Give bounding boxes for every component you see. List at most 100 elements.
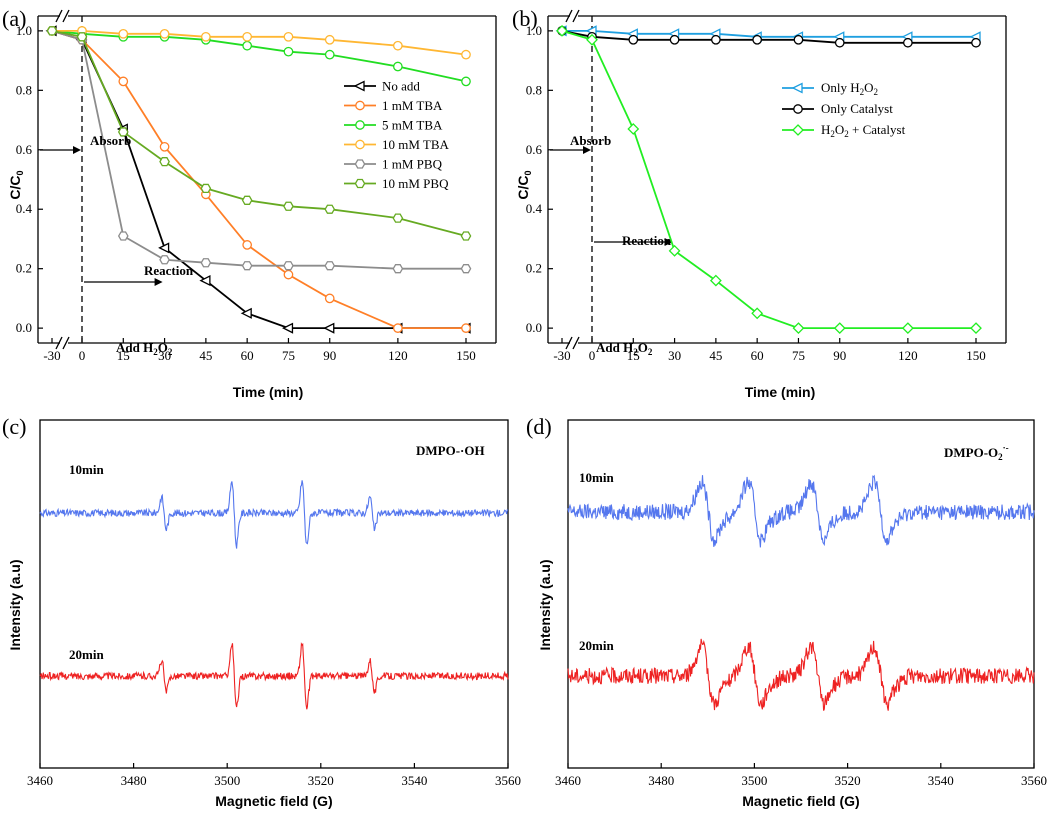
pa-series-1-point-8: [393, 323, 403, 333]
pd-spectrum-20min: [567, 638, 1035, 711]
pa-series-5-point-0: [46, 26, 58, 36]
panel-a-y-ticks: 0.0 0.2 0.4 0.6 0.8 1.0: [16, 23, 43, 335]
pa-series-4-point-5: [241, 261, 253, 271]
panel-b-x-axis-label: Time (min): [745, 384, 816, 400]
pb-absorb-arrow-head: [583, 146, 591, 154]
pa-xtick-label-6: 75: [282, 348, 295, 363]
pa-xtick-label-1: 0: [79, 348, 86, 363]
panel-c-10min-label: 10min: [69, 462, 104, 477]
pa-series-1-point-7: [324, 293, 335, 304]
panel-b-x-ticks: -30 0 15 30 45 60 75 90 120 150: [553, 338, 986, 363]
panel-d-x-axis-label: Magnetic field (G): [742, 793, 859, 809]
panel-c-title: DMPO-·OH: [416, 443, 485, 458]
panel-a-legend-label-1: 1 mM TBA: [382, 98, 443, 113]
pb-series-line-0: [562, 29, 976, 38]
panel-b-axes-frame: [547, 9, 1007, 350]
panel-b-reaction-label: Reaction: [622, 233, 672, 248]
pa-series-3-point-6: [283, 31, 294, 42]
pa-xtick-label-2: 15: [117, 348, 130, 363]
pa-series-line-4: [51, 30, 466, 270]
panel-d-y-axis-label: Intensity (a.u): [537, 559, 553, 650]
pb-series-2-point-5: [751, 307, 764, 320]
pb-ytick-label-1: 0.2: [526, 261, 542, 276]
pa-series-4-point-4: [200, 258, 212, 268]
pb-series-line-1: [561, 30, 976, 44]
panel-a-x-ticks: -30 0 15 30 45 60 75 90 120 150: [43, 338, 476, 363]
pd-xtick-label-1: 3480: [648, 773, 674, 788]
pc-xtick-label-4: 3540: [401, 773, 427, 788]
pc-spectrum-20min: [39, 642, 509, 710]
pa-absorb-arrow-head: [73, 146, 81, 154]
panel-a-series: [45, 25, 472, 334]
pb-ytick-label-3: 0.6: [526, 142, 543, 157]
pb-xtick-label-4: 45: [709, 348, 722, 363]
panel-a-legend-label-4: 1 mM PBQ: [382, 157, 443, 172]
pa-series-5-point-7: [324, 204, 336, 214]
pa-ytick-label-5: 1.0: [16, 23, 32, 38]
pa-series-5-point-6: [283, 201, 294, 211]
pa-series-2-point-8: [393, 61, 403, 72]
pa-series-1-point-2: [118, 76, 129, 87]
pa-series-4-point-3: [159, 255, 170, 265]
panel-a-legend-marker-3: [355, 139, 365, 150]
pa-series-1-point-5: [242, 240, 253, 250]
pa-ytick-label-2: 0.4: [16, 201, 33, 216]
pb-series-2-point-6: [792, 322, 805, 335]
panel-b-legend-label-1: Only Catalyst: [821, 101, 893, 116]
panel-d-series: [567, 474, 1035, 711]
pa-xtick-label-5: 60: [241, 348, 254, 363]
pc-xtick-label-5: 3560: [495, 773, 521, 788]
pc-xtick-label-0: 3460: [27, 773, 53, 788]
panel-d-x-ticks: 3460 3480 3500 3520 3540 3560: [555, 763, 1047, 788]
pb-series-line-2: [561, 30, 976, 330]
pb-series-1-point-8: [903, 37, 913, 48]
pa-xtick-label-4: 45: [199, 348, 212, 363]
pa-series-3-point-9: [461, 49, 471, 60]
pc-xtick-label-3: 3520: [308, 773, 334, 788]
panel-c-y-axis-label: Intensity (a.u): [7, 559, 23, 650]
pa-series-line-5: [51, 30, 467, 237]
pb-break-0a: [565, 336, 573, 350]
panel-a-legend-marker-1: [355, 100, 365, 111]
pb-series-1-point-4: [711, 34, 721, 45]
panel-c-series: [39, 480, 509, 710]
panel-d-axes-frame: [567, 419, 1035, 769]
panel-b-absorb-label: Absorb: [570, 133, 611, 148]
panel-a-x-axis-label: Time (min): [233, 384, 304, 400]
pc-xtick-label-1: 3480: [121, 773, 147, 788]
pa-break-1a: [55, 9, 63, 23]
pa-series-2-point-6: [283, 46, 294, 57]
pb-xtick-label-0: -30: [553, 348, 570, 363]
pb-xtick-label-7: 90: [833, 348, 846, 363]
pa-ytick-label-4: 0.8: [16, 82, 32, 97]
panel-b-y-axis-label: C/C0: [515, 170, 533, 199]
pa-series-3-point-8: [393, 40, 403, 51]
panel-a-annotations: Absorb Reaction Add H2O2: [90, 133, 194, 357]
panel-d-title: DMPO-O2·-: [944, 443, 1009, 462]
pa-series-line-2: [51, 30, 467, 83]
pd-xtick-label-5: 3560: [1021, 773, 1047, 788]
pb-xtick-label-2: 15: [627, 348, 640, 363]
pb-series-1-point-9: [971, 37, 981, 48]
panel-a-y-axis-label: C/C0: [7, 170, 25, 199]
panel-a-absorb-label: Absorb: [90, 133, 131, 148]
pc-spectrum-10min: [39, 480, 509, 549]
pa-reaction-arrow-head: [154, 278, 163, 286]
pb-series-2-point-8: [901, 322, 914, 335]
panel-b-legend-marker-1: [793, 104, 803, 114]
pa-series-4-point-6: [283, 261, 294, 271]
pa-series-4-point-7: [324, 261, 336, 271]
pa-xtick-label-0: -30: [43, 348, 60, 363]
pb-series-1-point-6: [793, 34, 804, 45]
panel-b-legend: Only H2O2 Only Catalyst H2O2 + Catalyst: [782, 80, 906, 139]
pb-series-2: [556, 24, 982, 335]
pb-ytick-label-4: 0.8: [526, 82, 542, 97]
panel-b-legend-label-0: Only H2O2: [821, 80, 878, 97]
pa-xtick-label-7: 90: [323, 348, 336, 363]
panel-c-x-ticks: 3460 3480 3500 3520 3540 3560: [27, 763, 521, 788]
pb-xtick-label-9: 150: [966, 348, 986, 363]
pa-series-5-point-2: [117, 127, 129, 137]
pa-series-3-point-7: [324, 34, 335, 45]
pa-series-3: [47, 26, 471, 60]
pb-series-1-point-7: [834, 37, 845, 48]
